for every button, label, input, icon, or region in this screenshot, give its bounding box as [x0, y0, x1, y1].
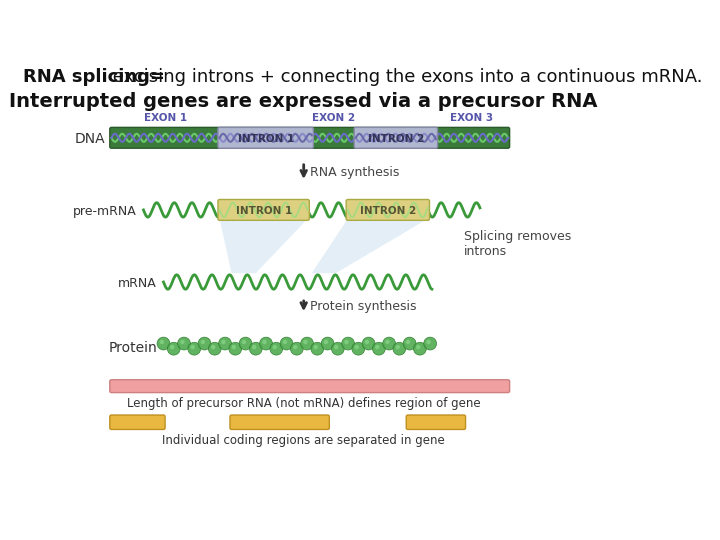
Circle shape — [157, 337, 170, 350]
Circle shape — [260, 337, 272, 350]
Circle shape — [219, 337, 231, 350]
Circle shape — [362, 337, 375, 350]
Circle shape — [352, 342, 365, 355]
Circle shape — [180, 340, 184, 344]
Circle shape — [208, 342, 221, 355]
Circle shape — [365, 340, 369, 344]
Text: excising introns + connecting the exons into a continuous mRNA.: excising introns + connecting the exons … — [107, 68, 703, 86]
Circle shape — [229, 342, 242, 355]
Text: DNA: DNA — [74, 132, 105, 146]
Circle shape — [290, 342, 303, 355]
FancyBboxPatch shape — [218, 127, 313, 148]
Circle shape — [170, 345, 174, 349]
Circle shape — [385, 340, 390, 344]
Circle shape — [283, 340, 287, 344]
FancyBboxPatch shape — [346, 199, 430, 220]
Text: Individual coding regions are separated in gene: Individual coding regions are separated … — [162, 434, 445, 447]
Circle shape — [426, 340, 431, 344]
Text: EXON 1: EXON 1 — [144, 112, 187, 123]
Circle shape — [201, 340, 205, 344]
Circle shape — [375, 345, 379, 349]
Circle shape — [321, 337, 334, 350]
Text: EXON 3: EXON 3 — [451, 112, 493, 123]
Text: Protein synthesis: Protein synthesis — [310, 300, 417, 313]
Circle shape — [188, 342, 201, 355]
FancyBboxPatch shape — [109, 380, 510, 393]
Circle shape — [231, 345, 236, 349]
Circle shape — [324, 340, 328, 344]
Circle shape — [383, 337, 395, 350]
Circle shape — [280, 337, 293, 350]
Circle shape — [372, 342, 385, 355]
Circle shape — [252, 345, 256, 349]
Circle shape — [160, 340, 164, 344]
Circle shape — [249, 342, 262, 355]
Circle shape — [167, 342, 180, 355]
Text: INTRON 2: INTRON 2 — [368, 133, 424, 144]
FancyBboxPatch shape — [354, 127, 438, 148]
Circle shape — [313, 345, 318, 349]
Text: Splicing removes
introns: Splicing removes introns — [464, 231, 571, 258]
Circle shape — [301, 337, 313, 350]
Circle shape — [198, 337, 211, 350]
Circle shape — [395, 345, 400, 349]
Circle shape — [311, 342, 324, 355]
Circle shape — [406, 340, 410, 344]
Circle shape — [221, 340, 225, 344]
FancyBboxPatch shape — [109, 415, 165, 429]
Circle shape — [403, 337, 416, 350]
Text: mRNA: mRNA — [118, 277, 157, 290]
Circle shape — [270, 342, 283, 355]
Circle shape — [424, 337, 436, 350]
Polygon shape — [220, 219, 307, 273]
Circle shape — [239, 337, 252, 350]
Circle shape — [293, 345, 297, 349]
Circle shape — [303, 340, 307, 344]
FancyBboxPatch shape — [406, 415, 466, 429]
Text: RNA synthesis: RNA synthesis — [310, 166, 400, 179]
Text: INTRON 2: INTRON 2 — [360, 206, 416, 215]
Circle shape — [413, 342, 426, 355]
Text: Interrupted genes are expressed via a precursor RNA: Interrupted genes are expressed via a pr… — [9, 92, 598, 111]
Text: INTRON 1: INTRON 1 — [235, 206, 292, 215]
FancyBboxPatch shape — [109, 127, 510, 148]
Circle shape — [272, 345, 277, 349]
Text: RNA splicing=: RNA splicing= — [23, 68, 165, 86]
Circle shape — [242, 340, 246, 344]
FancyBboxPatch shape — [230, 415, 329, 429]
Circle shape — [342, 337, 354, 350]
Circle shape — [262, 340, 266, 344]
Text: Length of precursor RNA (not mRNA) defines region of gene: Length of precursor RNA (not mRNA) defin… — [127, 397, 480, 410]
Text: EXON 2: EXON 2 — [312, 112, 355, 123]
Text: Protein: Protein — [108, 341, 157, 355]
Circle shape — [178, 337, 190, 350]
Circle shape — [211, 345, 215, 349]
Polygon shape — [312, 219, 428, 273]
Circle shape — [334, 345, 338, 349]
Circle shape — [354, 345, 359, 349]
Circle shape — [331, 342, 344, 355]
Circle shape — [344, 340, 348, 344]
Circle shape — [190, 345, 195, 349]
Text: INTRON 1: INTRON 1 — [238, 133, 294, 144]
Text: pre-mRNA: pre-mRNA — [73, 205, 137, 218]
FancyBboxPatch shape — [218, 199, 310, 220]
Circle shape — [393, 342, 406, 355]
Circle shape — [416, 345, 420, 349]
